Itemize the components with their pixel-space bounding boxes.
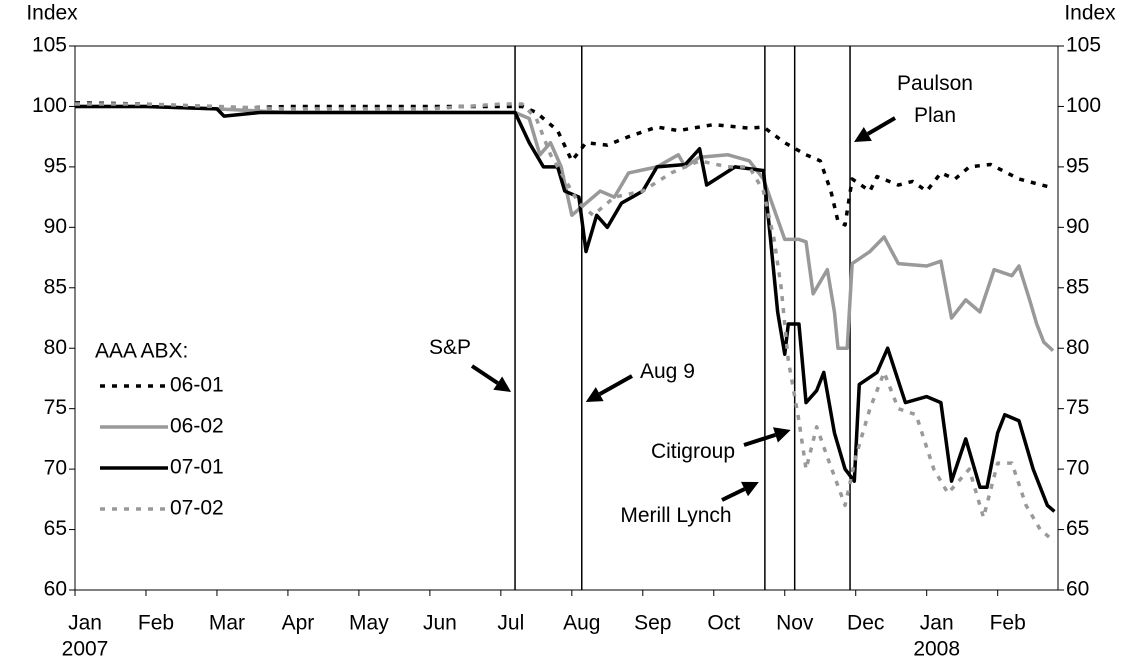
y2-axis-label: Index (1064, 2, 1116, 25)
x-tick-label: Sep (634, 612, 671, 635)
event-arrowhead (773, 427, 791, 443)
x-tick-label: Apr (282, 612, 315, 635)
y-tick-label: 90 (44, 215, 67, 238)
legend-label: 06-02 (170, 415, 224, 438)
y-tick-label: 65 (44, 517, 67, 540)
y-tick-label: 60 (44, 578, 67, 601)
event-arrow (470, 364, 499, 385)
event-label-line: Plan (914, 104, 956, 127)
x-tick-label: Feb (138, 612, 174, 635)
event-arrowhead (740, 481, 759, 497)
plot-frame (74, 45, 1059, 591)
x-tick-label: Mar (209, 612, 245, 635)
x-tick-label: Jul (497, 612, 524, 635)
event-label: Citigroup (651, 440, 735, 463)
event-label-line: Aug 9 (640, 360, 695, 383)
y-tick-label: 80 (44, 336, 67, 359)
y2-tick-label: 80 (1066, 336, 1089, 359)
legend-label: 07-02 (170, 497, 224, 520)
legend-title: AAA ABX: (95, 340, 188, 363)
y2-tick-label: 65 (1066, 517, 1089, 540)
y2-tick-label: 70 (1066, 457, 1089, 480)
legend-label: 07-01 (170, 456, 224, 479)
y2-tick-label: 105 (1066, 34, 1101, 57)
x-tick-label: Aug (563, 612, 600, 635)
x-year-label: 2008 (913, 638, 960, 661)
legend-label: 06-01 (170, 374, 224, 397)
x-tick-label: Feb (990, 612, 1026, 635)
y2-tick-label: 100 (1066, 94, 1101, 117)
x-year-label: 2007 (62, 638, 109, 661)
event-arrowhead (854, 127, 872, 142)
y2-tick-label: 90 (1066, 215, 1089, 238)
series-line (75, 104, 1055, 352)
event-arrowhead (585, 387, 604, 402)
event-label: Aug 9 (640, 360, 695, 383)
x-tick-label: Oct (707, 612, 740, 635)
y2-tick-label: 95 (1066, 154, 1089, 177)
y-axis-label: Index (26, 2, 78, 25)
y-tick-label: 75 (44, 396, 67, 419)
y-tick-label: 100 (32, 94, 67, 117)
x-tick-label: Nov (776, 612, 814, 635)
x-tick-label: May (349, 612, 389, 635)
event-arrow (721, 487, 746, 502)
event-label: Paulson Plan (897, 72, 973, 127)
x-tick-label: Jun (423, 612, 457, 635)
event-label: S&P (429, 336, 471, 359)
y-tick-label: 105 (32, 34, 67, 57)
event-label-line: Paulson (897, 72, 973, 95)
series-line (74, 101, 1052, 227)
series-line (75, 102, 1056, 543)
event-arrow (598, 374, 633, 396)
event-label-line: Merill Lynch (620, 504, 731, 527)
x-tick-label: Jan (920, 612, 954, 635)
y-tick-label: 95 (44, 154, 67, 177)
y2-tick-label: 60 (1066, 578, 1089, 601)
event-label-line: S&P (429, 336, 471, 359)
event-arrowhead (493, 376, 512, 392)
event-arrow (866, 116, 897, 136)
event-label-line: Citigroup (651, 440, 735, 463)
y-tick-label: 85 (44, 275, 67, 298)
y-tick-label: 70 (44, 457, 67, 480)
series-line (75, 104, 1056, 513)
y2-tick-label: 85 (1066, 275, 1089, 298)
event-label: Merill Lynch (620, 504, 731, 527)
y2-tick-label: 75 (1066, 396, 1089, 419)
event-arrow (743, 432, 777, 447)
x-tick-label: Dec (847, 612, 884, 635)
x-tick-label: Jan (68, 612, 102, 635)
